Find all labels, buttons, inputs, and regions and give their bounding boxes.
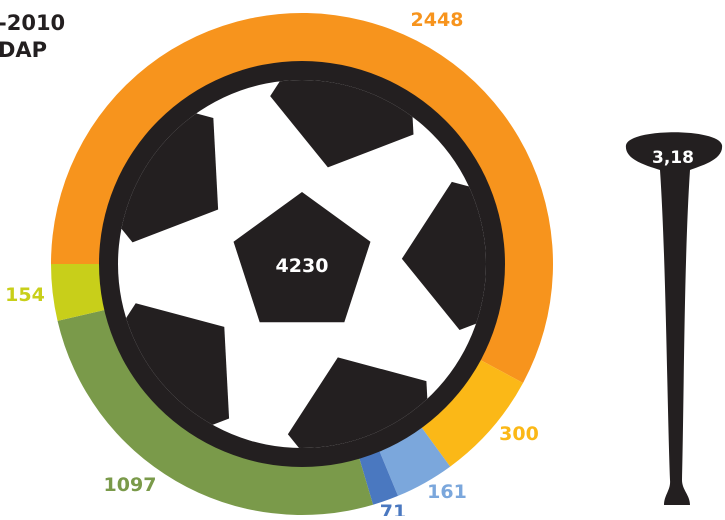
patch: [233, 192, 371, 323]
value-label: 1097: [104, 474, 157, 496]
patch: [270, 80, 414, 168]
title-line: -2010: [0, 11, 65, 35]
donut-slice: [420, 358, 524, 467]
annotation: 3,18: [652, 148, 694, 168]
patch: [287, 357, 432, 448]
value-label: 300: [499, 423, 539, 445]
vuvuzela: [625, 132, 723, 505]
center-value: 4230: [276, 255, 329, 277]
donut-slice: [51, 264, 108, 321]
value-label: 71: [380, 501, 406, 516]
patch: [401, 181, 486, 331]
donut-slice: [358, 448, 398, 505]
value-label: 2448: [411, 9, 464, 31]
value-label: 161: [427, 481, 467, 503]
soccer-ball: [99, 61, 505, 467]
patch: [118, 94, 219, 243]
title-line: DAP: [0, 38, 47, 62]
value-label: 154: [5, 284, 45, 306]
donut-slice: [57, 309, 374, 515]
